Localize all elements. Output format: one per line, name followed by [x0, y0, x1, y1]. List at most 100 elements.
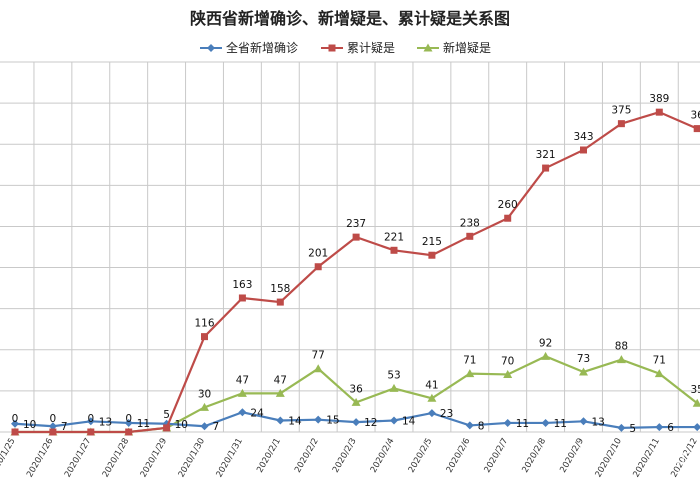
data-label: 5 — [163, 409, 170, 421]
data-point — [276, 416, 285, 425]
data-point — [655, 108, 663, 116]
data-point — [11, 419, 19, 428]
data-label: 5 — [629, 423, 636, 435]
data-point — [617, 120, 625, 128]
data-label: 13 — [592, 416, 605, 428]
data-point — [465, 369, 475, 378]
data-label: 7 — [213, 421, 220, 433]
data-point — [163, 424, 171, 432]
data-point — [428, 251, 436, 259]
data-point — [314, 415, 323, 424]
data-label: 321 — [536, 149, 556, 161]
data-label: 215 — [422, 236, 442, 248]
data-label: 73 — [577, 353, 590, 365]
data-labels: 1071311107241415121423811111356600005116… — [12, 93, 700, 435]
data-label: 13 — [99, 416, 112, 428]
data-label: 389 — [649, 93, 669, 105]
data-point — [423, 43, 433, 52]
data-point — [125, 428, 133, 436]
x-tick-label: 2020/2/1 — [255, 437, 283, 475]
data-point — [200, 422, 209, 431]
data-point — [503, 369, 513, 378]
data-label: 71 — [463, 355, 476, 367]
data-label: 0 — [87, 413, 94, 425]
data-point — [275, 388, 285, 397]
chart-title: 陕西省新增确诊、新增疑是、累计疑是关系图 — [190, 9, 510, 28]
data-point — [693, 423, 700, 432]
data-point — [49, 428, 57, 436]
data-point — [617, 423, 626, 432]
data-point — [389, 383, 399, 392]
data-label: 53 — [387, 369, 400, 381]
data-label: 163 — [232, 279, 252, 291]
x-tick-label: 2020/2/10 — [594, 437, 624, 480]
x-tick-label: 2020/2/3 — [331, 437, 359, 475]
x-tick-label: 2020/1/25 — [0, 437, 18, 480]
data-label: 0 — [12, 413, 19, 425]
x-tick-label: 2020/2/5 — [407, 437, 435, 475]
data-label: 221 — [384, 231, 404, 243]
x-tick-label: 2020/1/29 — [139, 437, 169, 480]
data-label: 36 — [691, 110, 700, 122]
data-point — [504, 214, 512, 222]
data-point — [427, 393, 437, 402]
data-label: 11 — [137, 418, 150, 430]
data-point — [200, 402, 209, 411]
data-point — [124, 418, 133, 427]
data-point — [503, 418, 512, 427]
data-label: 24 — [250, 407, 264, 419]
data-point — [207, 44, 215, 52]
data-label: 158 — [270, 283, 290, 295]
legend-label: 新增疑是 — [443, 40, 491, 55]
x-tick-label: 2020/2/8 — [520, 437, 548, 475]
x-tick-label: 2020/2/2 — [293, 437, 321, 475]
data-label: 11 — [554, 418, 567, 430]
data-point — [655, 423, 664, 432]
data-label: 36 — [349, 383, 363, 395]
data-label: 41 — [425, 379, 438, 391]
data-label: 47 — [274, 374, 287, 386]
data-point — [328, 44, 336, 52]
data-label: 8 — [478, 420, 485, 432]
data-label: 15 — [326, 415, 339, 427]
data-label: 14 — [288, 415, 302, 427]
x-tick-label: 2020/1/26 — [25, 437, 55, 480]
data-point — [48, 422, 57, 431]
data-label: 238 — [460, 217, 480, 229]
data-point — [351, 397, 361, 406]
data-label: 92 — [539, 337, 552, 349]
data-label: 0 — [50, 413, 57, 425]
data-label: 35 — [691, 384, 700, 396]
data-label: 260 — [498, 199, 518, 211]
data-point — [276, 298, 284, 306]
data-point — [201, 333, 208, 341]
data-label: 88 — [615, 341, 628, 353]
data-point — [580, 146, 587, 154]
data-point — [352, 233, 360, 241]
data-label: 0 — [125, 413, 132, 425]
data-point — [352, 418, 361, 427]
legend-label: 全省新增确诊 — [226, 40, 298, 55]
data-label: 11 — [516, 418, 529, 430]
data-label: 30 — [198, 388, 211, 400]
data-point — [86, 417, 95, 426]
watermark: 知乎 — [650, 451, 694, 476]
data-label: 10 — [175, 419, 188, 431]
data-point — [238, 294, 246, 302]
data-point — [654, 369, 664, 378]
data-label: 201 — [308, 248, 328, 260]
data-point — [313, 364, 323, 373]
data-point — [616, 355, 626, 364]
data-point — [579, 367, 588, 376]
chart-gridlines — [0, 61, 700, 433]
data-label: 23 — [440, 408, 453, 420]
data-point — [237, 388, 247, 397]
data-point — [390, 416, 398, 425]
chart-legend: 全省新增确诊 累计疑是 新增疑是 — [200, 40, 491, 55]
data-point — [390, 246, 398, 254]
data-label: 343 — [573, 131, 593, 143]
x-tick-label: 2020/2/6 — [445, 437, 473, 475]
data-label: 47 — [236, 374, 249, 386]
data-label: 12 — [364, 417, 377, 429]
